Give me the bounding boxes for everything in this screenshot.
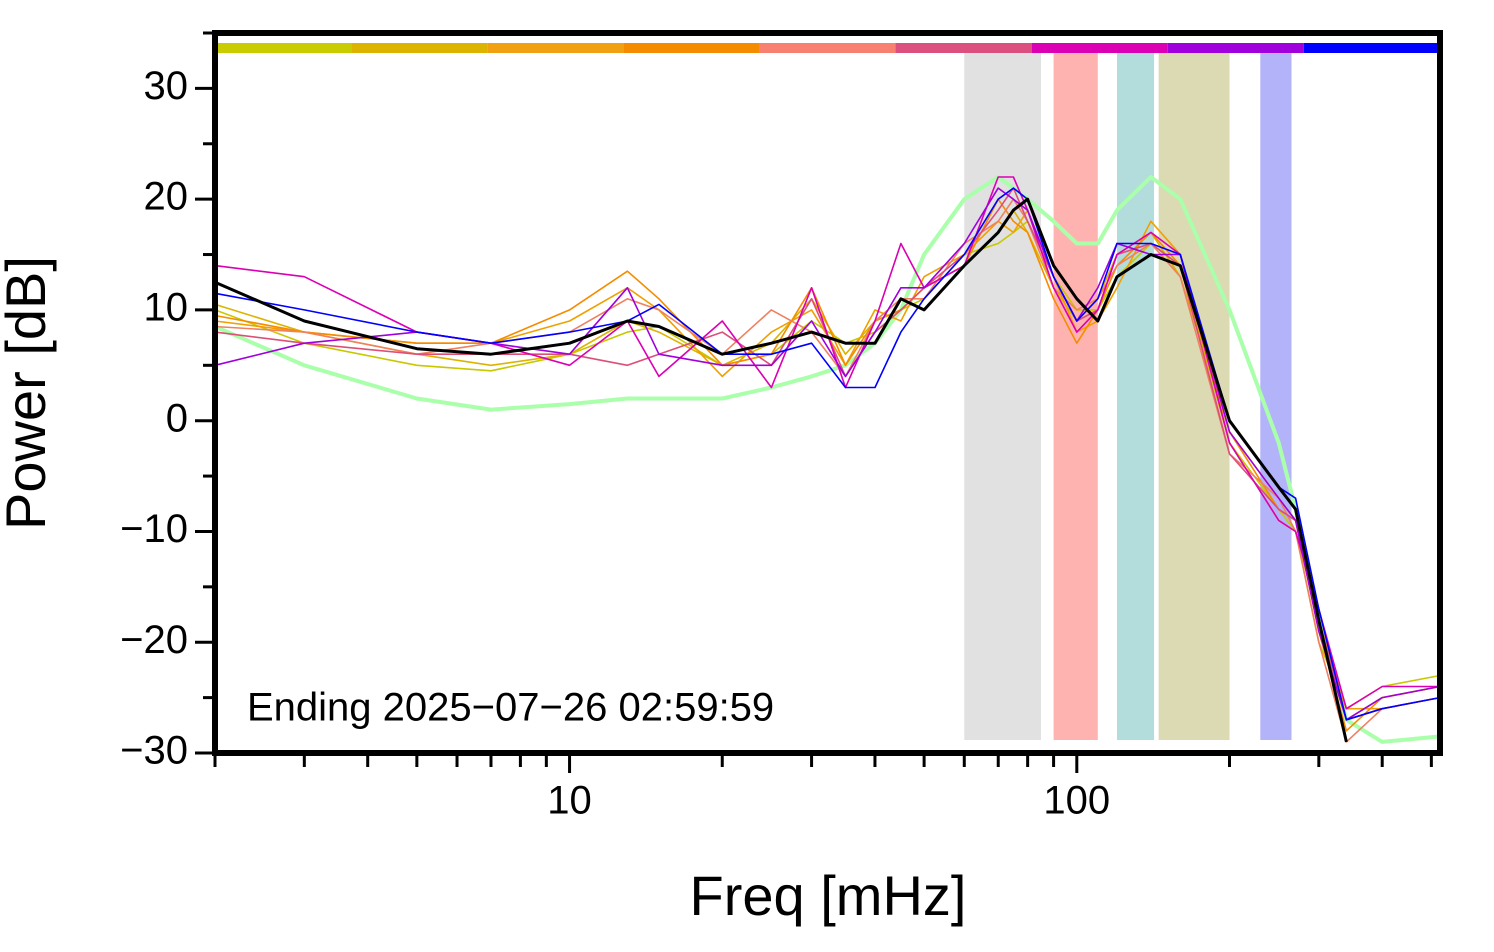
x-tick-label: 100	[1043, 779, 1110, 823]
annotation: Ending 2025−07−26 02:59:59	[247, 686, 774, 730]
color-bar-segment	[1167, 43, 1304, 53]
color-bar-segment	[215, 43, 352, 53]
color-bar-segment	[487, 43, 624, 53]
y-tick-label: −30	[120, 729, 188, 773]
frequency-band	[1116, 53, 1155, 740]
series-line	[214, 209, 1441, 710]
series-line	[214, 209, 1441, 721]
frequency-band	[1053, 53, 1098, 740]
series-line	[214, 175, 1441, 744]
series-line	[214, 187, 1441, 721]
series-line	[214, 176, 1440, 710]
y-tick-label: 0	[166, 396, 188, 440]
series-line	[214, 187, 1441, 721]
series-line	[214, 220, 1441, 710]
color-bar-segment	[1031, 43, 1168, 53]
y-tick-label: 30	[144, 64, 189, 108]
y-tick-label: 20	[144, 175, 189, 219]
x-tick-label: 10	[547, 779, 592, 823]
series-line	[214, 187, 1441, 721]
y-tick-label: −10	[120, 507, 188, 551]
y-tick-label: 10	[144, 285, 189, 329]
color-bar-segment	[1303, 43, 1440, 53]
color-bar-segment	[895, 43, 1032, 53]
color-bar-segment	[759, 43, 896, 53]
frequency-band	[1260, 53, 1292, 740]
color-bar-segment	[351, 43, 488, 53]
series-line	[214, 198, 1441, 732]
plot-frame	[212, 30, 1443, 756]
series-line	[214, 197, 1348, 743]
y-tick-label: −20	[120, 618, 188, 662]
color-bar-segment	[623, 43, 760, 53]
x-axis-label: Freq [mHz]	[690, 864, 967, 927]
frequency-band	[964, 53, 1042, 740]
y-axis-label: Power [dB]	[0, 256, 57, 530]
series-line	[214, 198, 1441, 743]
